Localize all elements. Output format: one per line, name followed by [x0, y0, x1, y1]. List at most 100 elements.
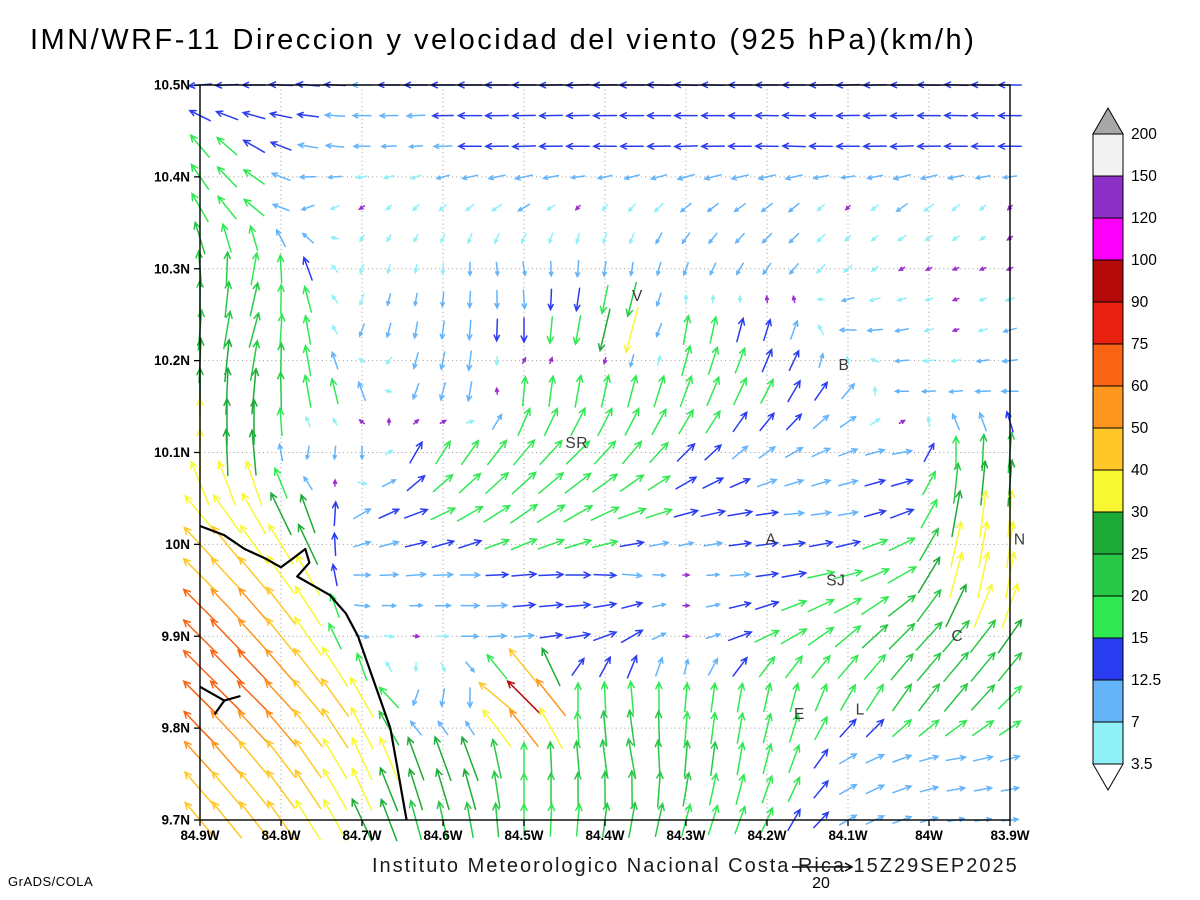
wind-vector [705, 632, 722, 640]
wind-vector [683, 658, 690, 675]
wind-vectors [182, 81, 1023, 842]
wind-vector [757, 174, 776, 181]
legend-band [1092, 217, 1124, 261]
wind-vector [617, 507, 648, 520]
wind-vector [485, 471, 510, 494]
wind-vector [405, 571, 428, 578]
wind-vector [619, 142, 644, 150]
wind-vector [683, 710, 691, 745]
wind-vector [762, 262, 772, 276]
wind-vector [919, 754, 940, 762]
wind-vector [565, 571, 592, 579]
wind-vector [242, 198, 265, 217]
wind-vector [359, 263, 365, 275]
wind-vector [276, 370, 285, 412]
wind-vector [837, 509, 860, 517]
wind-vector [299, 493, 316, 534]
wind-vector [331, 294, 339, 304]
wind-vector [251, 367, 260, 415]
wind-vector [224, 338, 233, 383]
wind-vector [763, 681, 773, 713]
wind-vector [862, 538, 889, 550]
legend-level-label: 75 [1131, 336, 1148, 353]
wind-vector [809, 539, 834, 548]
wind-vector [807, 598, 836, 613]
wind-vector [814, 715, 828, 741]
legend-band [1092, 595, 1124, 639]
wind-vector [784, 478, 805, 487]
wind-vector [813, 779, 829, 799]
wind-vector [710, 681, 718, 713]
wind-vector [649, 441, 670, 464]
wind-vector [271, 203, 290, 212]
wind-vector [305, 445, 310, 461]
wind-vector [490, 203, 503, 212]
wind-vector [625, 281, 637, 318]
wind-vector [483, 504, 512, 523]
wind-vector [865, 784, 886, 795]
wind-vector [574, 204, 581, 211]
wind-vector [264, 679, 298, 716]
wind-vector [351, 112, 372, 119]
wind-vector [838, 478, 859, 487]
wind-vector [379, 571, 400, 578]
wind-vector [412, 203, 420, 212]
wind-vector [652, 572, 667, 578]
wind-vector [736, 741, 746, 776]
wind-vector [439, 351, 446, 371]
wind-vector [212, 493, 242, 534]
wind-vector [706, 572, 721, 578]
wind-vector [384, 389, 393, 394]
wind-vector [296, 142, 319, 149]
wind-vector [494, 290, 500, 310]
wind-vector [574, 770, 582, 807]
wind-vector [619, 539, 646, 548]
wind-vector [574, 681, 582, 713]
wind-vector [974, 174, 991, 180]
wind-vector [300, 204, 315, 211]
wind-vector [683, 739, 691, 778]
wind-vector [537, 538, 566, 550]
wind-vector [728, 601, 753, 609]
wind-vector [707, 345, 720, 375]
wind-vector [409, 440, 423, 464]
wind-vector [277, 442, 284, 462]
wind-vector [477, 681, 516, 713]
wind-vector [919, 785, 940, 793]
wind-vector [467, 261, 473, 277]
wind-vector [406, 474, 426, 492]
wind-vector [249, 281, 261, 317]
wind-vector [979, 489, 989, 538]
wind-vector [893, 388, 910, 394]
wind-vector [353, 572, 372, 578]
wind-vector [977, 328, 988, 333]
wind-vector [381, 603, 398, 609]
wind-vector [736, 711, 746, 744]
wind-vector [705, 409, 721, 434]
wind-vector [324, 142, 345, 149]
wind-vector [462, 767, 477, 811]
wind-vector [894, 328, 910, 333]
wind-vector [681, 232, 691, 245]
wind-vector [892, 174, 911, 181]
wind-vector [675, 476, 698, 490]
wind-vector [838, 783, 858, 795]
wind-vector [889, 508, 915, 519]
wind-vector [302, 373, 312, 408]
wind-vector [919, 174, 938, 181]
wind-vector [270, 172, 291, 182]
wind-vector [292, 708, 323, 748]
wind-vector [950, 520, 964, 568]
wind-vector [735, 773, 746, 805]
wind-vector [729, 571, 752, 578]
legend-level-label: 7 [1131, 714, 1140, 731]
wind-vector [511, 471, 537, 495]
wind-vector [483, 112, 510, 120]
wind-vector [655, 261, 662, 277]
wind-vector [839, 415, 858, 428]
legend-colorbar: 200 150 120 100 90 75 60 50 40 30 25 20 15 12.5 7 3.5 [1092, 106, 1161, 792]
wind-vector [703, 174, 722, 181]
wind-vector [979, 235, 987, 241]
wind-vector [386, 293, 392, 307]
wind-vector [440, 661, 446, 673]
